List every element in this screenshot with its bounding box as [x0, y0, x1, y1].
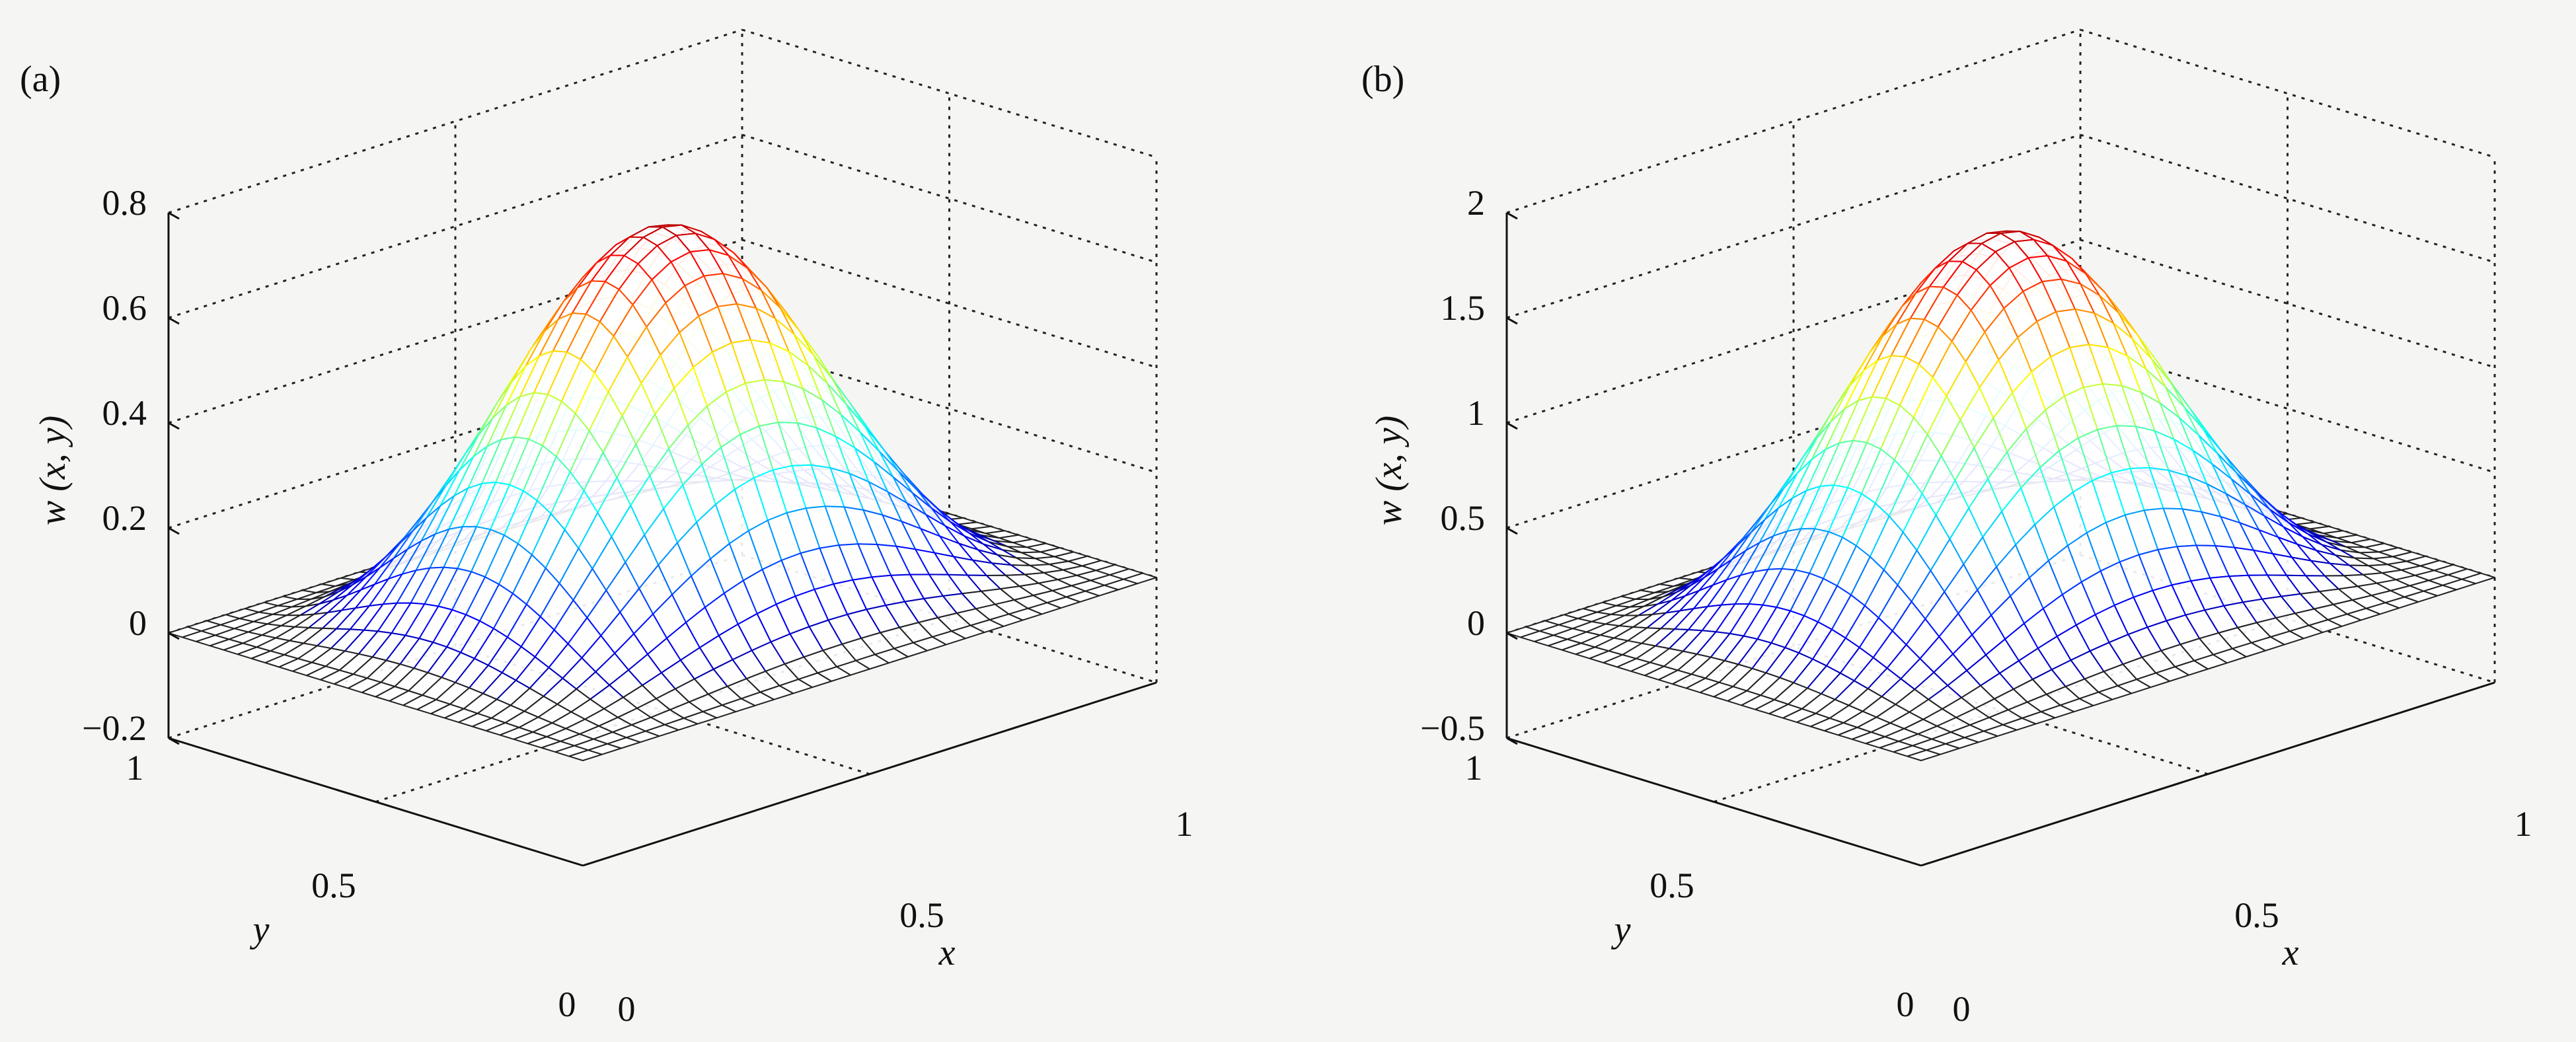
- panel-b-x-tick-1: 1: [2515, 804, 2532, 844]
- panel-b-label: (b): [1361, 59, 1404, 100]
- panel-a-z-tick-0.8: 0.8: [102, 183, 147, 223]
- surface-face: [568, 749, 603, 761]
- panel-b-x-tick-0: 0: [1953, 989, 1971, 1029]
- panel-a-z-axis-label: w (x, y): [32, 416, 73, 525]
- panel-a: (a) w (x, y) y x 0.8 0.6 0.4 0.2 0 −0.2 …: [20, 28, 1193, 1029]
- panel-a-z-tick-0.2: 0.2: [102, 498, 147, 538]
- panel-a-z-tick-neg0.2: −0.2: [82, 708, 147, 748]
- panel-b-surface-mesh: [1506, 230, 2495, 761]
- panel-a-label: (a): [20, 59, 61, 100]
- panel-a-x-tick-0.5: 0.5: [899, 895, 944, 935]
- panel-a-x-axis-label: x: [938, 932, 956, 973]
- panel-b: (b) w (x, y) y x 2 1.5 1 0.5 0 −0.5 1 0.…: [1361, 28, 2532, 1029]
- panel-a-z-tick-0.4: 0.4: [102, 393, 147, 433]
- panel-b-x-tick-0.5: 0.5: [2234, 895, 2279, 935]
- panel-b-y-axis-label: y: [1611, 909, 1631, 950]
- panel-b-z-tick-1.5: 1.5: [1441, 288, 1486, 328]
- panel-a-z-tick-0: 0: [129, 603, 147, 643]
- panel-b-y-tick-0: 0: [1897, 985, 1914, 1024]
- panel-a-y-tick-1: 1: [126, 748, 144, 788]
- panel-a-y-axis-label: y: [250, 909, 270, 950]
- panel-a-y-tick-0.5: 0.5: [311, 866, 356, 905]
- panel-b-z-axis-label: w (x, y): [1369, 416, 1410, 525]
- panel-b-z-tick-0: 0: [1467, 603, 1485, 643]
- panel-a-x-tick-1: 1: [1176, 804, 1193, 844]
- panel-a-y-tick-0: 0: [558, 985, 576, 1024]
- panel-b-z-tick-2: 2: [1467, 183, 1485, 223]
- panel-b-x-axis-label: x: [2282, 932, 2299, 973]
- panel-a-z-tick-0.6: 0.6: [102, 288, 147, 328]
- surface-face: [1907, 749, 1941, 761]
- panel-b-axis-lines: [1505, 211, 2495, 867]
- panel-b-y-tick-0.5: 0.5: [1649, 866, 1694, 905]
- panel-a-axis-lines: [167, 211, 1157, 867]
- panel-b-z-tick-1: 1: [1467, 393, 1485, 433]
- panel-b-z-tick-neg0.5: −0.5: [1420, 708, 1485, 748]
- panel-b-z-tick-0.5: 0.5: [1441, 498, 1486, 538]
- panel-a-x-tick-0: 0: [618, 989, 636, 1029]
- panel-b-y-tick-1: 1: [1465, 748, 1483, 788]
- panel-a-surface-mesh: [168, 224, 1157, 761]
